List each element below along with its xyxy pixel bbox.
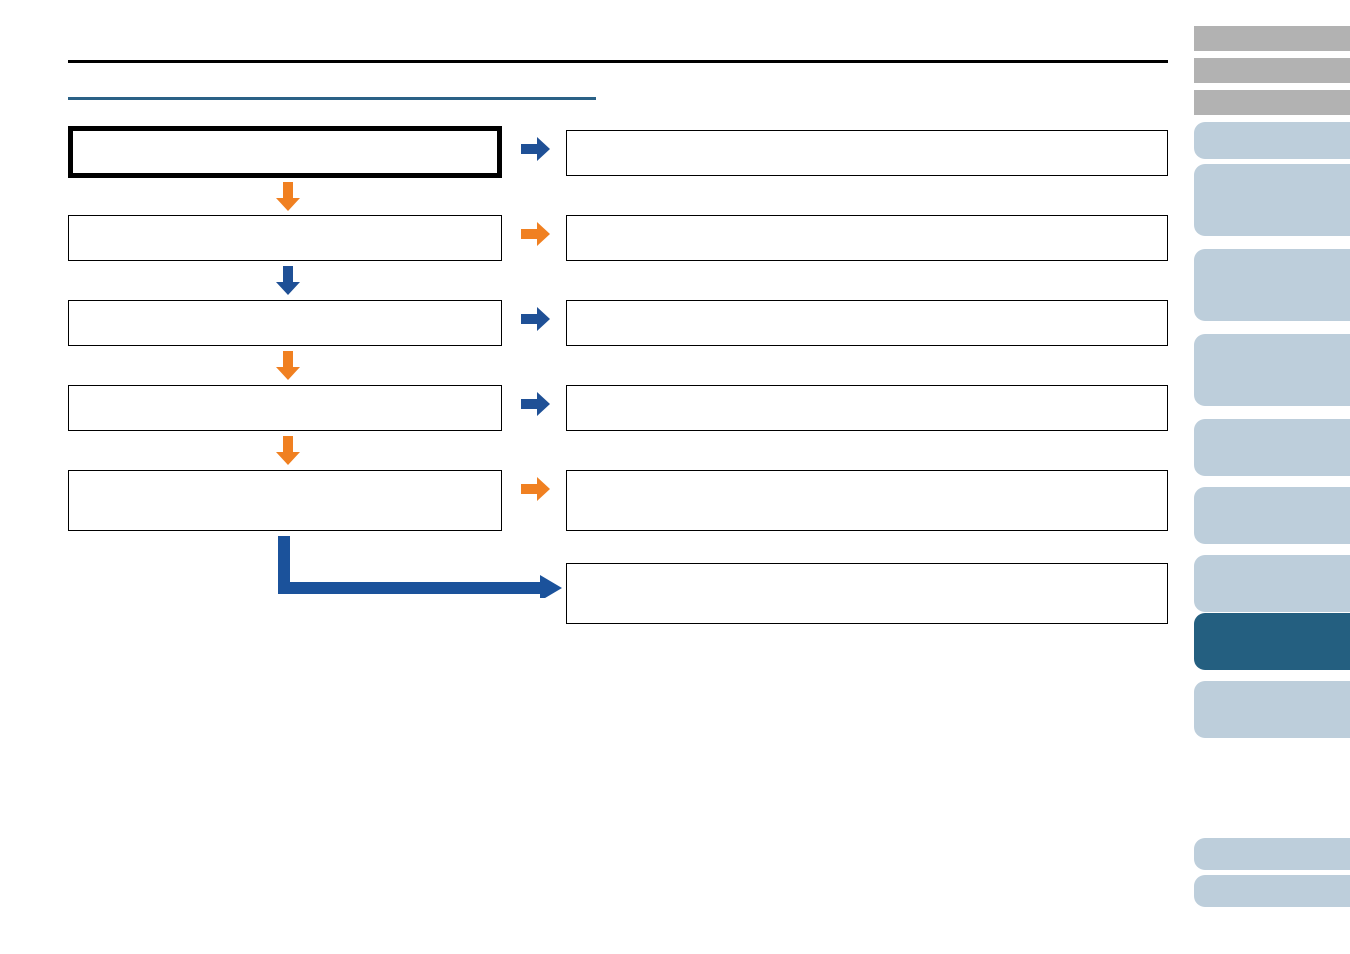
arrow-right-icon-right-5 (521, 476, 551, 502)
sidebar-tab-label (1194, 875, 1350, 879)
sidebar-tab-label (1194, 58, 1350, 62)
sidebar-tab-label (1194, 90, 1350, 94)
sidebar-tab-label (1194, 487, 1350, 491)
sidebar-tab-label (1194, 681, 1350, 685)
flow-box-detail-1 (566, 130, 1168, 176)
sidebar-tab-tab-section-9[interactable] (1194, 681, 1350, 738)
flow-box-detail-5 (566, 470, 1168, 531)
sidebar-tab-tab-section-4[interactable] (1194, 334, 1350, 406)
flow-box-step-5 (68, 470, 502, 531)
flow-box-step-4 (68, 385, 502, 431)
arrow-down-icon-down-4 (275, 436, 301, 466)
arrow-down-icon-down-1 (275, 182, 301, 212)
section-title-underline (68, 97, 596, 100)
sidebar-tab-tab-top-3[interactable] (1194, 90, 1350, 115)
sidebar-tab-tab-top-2[interactable] (1194, 58, 1350, 83)
arrow-right-icon-right-1 (521, 136, 551, 162)
sidebar-tab-tab-section-7[interactable] (1194, 555, 1350, 612)
sidebar-tab-tab-section-8[interactable] (1194, 613, 1350, 670)
flow-box-step-3 (68, 300, 502, 346)
sidebar-tab-tab-section-2[interactable] (1194, 164, 1350, 236)
arrow-right-icon-right-3 (521, 306, 551, 332)
sidebar-tab-label (1194, 122, 1350, 126)
sidebar-tab-label (1194, 419, 1350, 423)
flow-box-step-1 (68, 126, 502, 178)
elbow-arrow-icon-elbow-to-detail-6 (278, 536, 562, 598)
flow-box-detail-4 (566, 385, 1168, 431)
sidebar-tab-tab-section-1[interactable] (1194, 122, 1350, 159)
flow-box-detail-6 (566, 563, 1168, 624)
sidebar-tab-tab-top-1[interactable] (1194, 26, 1350, 51)
arrow-down-icon-down-3 (275, 351, 301, 381)
arrow-right-icon-right-4 (521, 391, 551, 417)
arrow-right-icon-right-2 (521, 221, 551, 247)
arrow-down-icon-down-2 (275, 266, 301, 296)
header-rule (68, 60, 1168, 63)
flow-box-detail-2 (566, 215, 1168, 261)
sidebar-tab-label (1194, 555, 1350, 559)
sidebar-tab-tab-bottom-1[interactable] (1194, 838, 1350, 870)
sidebar-tab-tab-section-5[interactable] (1194, 419, 1350, 476)
flow-box-step-2 (68, 215, 502, 261)
sidebar-tab-label (1194, 334, 1350, 338)
sidebar-tab-tab-bottom-2[interactable] (1194, 875, 1350, 907)
sidebar-tab-label (1194, 613, 1350, 617)
flow-box-detail-3 (566, 300, 1168, 346)
sidebar-tab-label (1194, 164, 1350, 168)
sidebar-tab-label (1194, 249, 1350, 253)
sidebar-tab-label (1194, 838, 1350, 842)
sidebar-tab-tab-section-3[interactable] (1194, 249, 1350, 321)
sidebar-tab-label (1194, 26, 1350, 30)
sidebar-tab-tab-section-6[interactable] (1194, 487, 1350, 544)
